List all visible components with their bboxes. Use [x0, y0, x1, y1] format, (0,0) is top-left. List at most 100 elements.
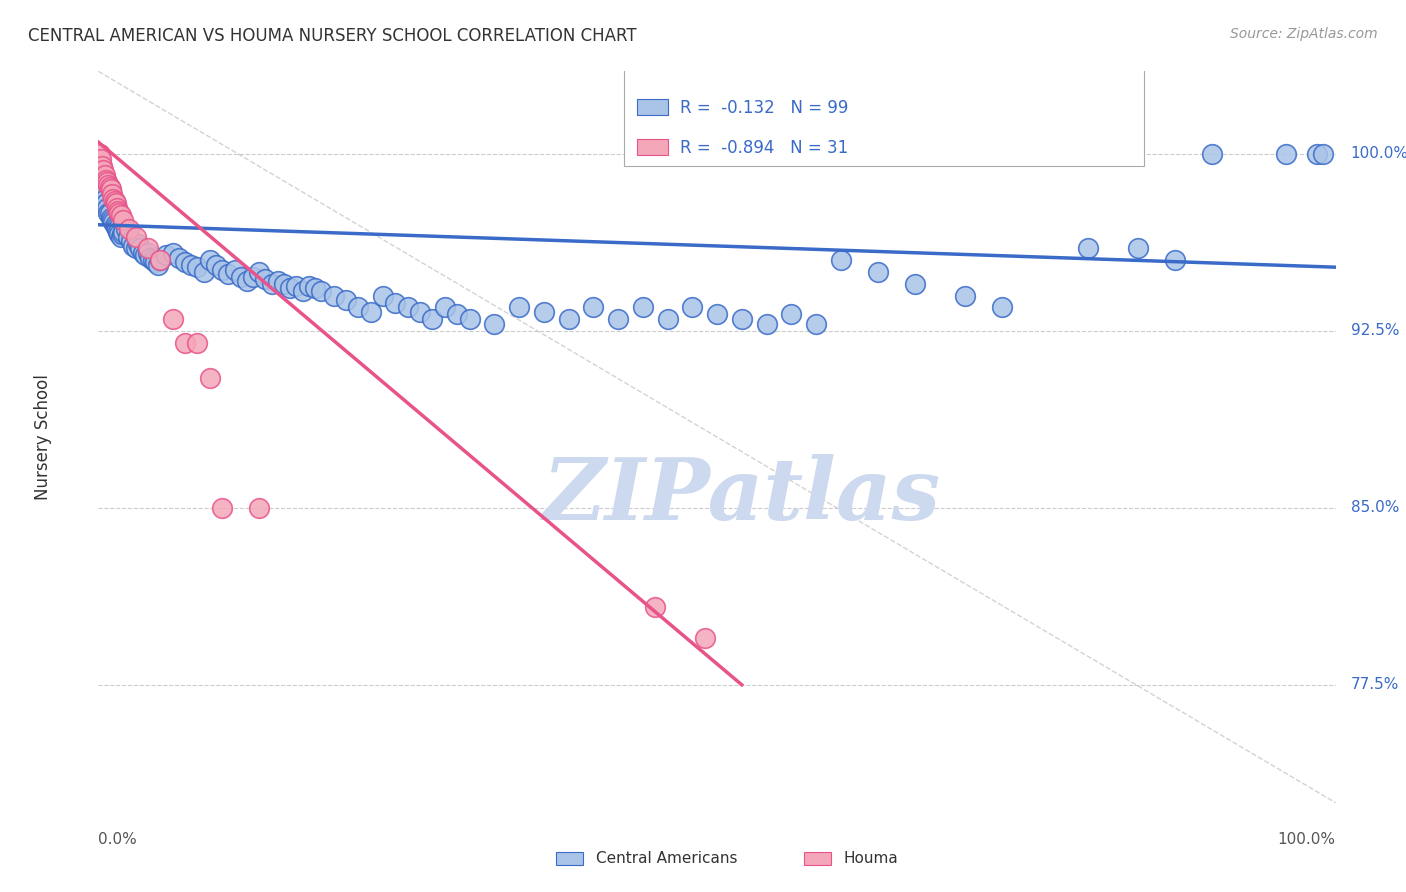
- Point: [136, 246, 159, 260]
- Point: [254, 272, 277, 286]
- Point: [127, 236, 149, 251]
- Point: [174, 255, 197, 269]
- Point: [98, 206, 121, 220]
- Point: [1164, 253, 1187, 268]
- Point: [97, 178, 120, 192]
- Point: [155, 248, 177, 262]
- Point: [96, 175, 118, 189]
- Point: [1306, 147, 1329, 161]
- Point: [180, 258, 202, 272]
- Point: [93, 192, 115, 206]
- Point: [322, 288, 344, 302]
- Point: [89, 147, 111, 161]
- Point: [607, 312, 630, 326]
- Point: [644, 599, 666, 614]
- Point: [149, 253, 172, 268]
- Point: [101, 213, 124, 227]
- Point: [124, 241, 146, 255]
- Point: [657, 312, 679, 326]
- Text: CENTRAL AMERICAN VS HOUMA NURSERY SCHOOL CORRELATION CHART: CENTRAL AMERICAN VS HOUMA NURSERY SCHOOL…: [28, 27, 637, 45]
- Text: 77.5%: 77.5%: [1351, 677, 1399, 692]
- Point: [94, 173, 117, 187]
- Point: [142, 253, 165, 268]
- Point: [409, 305, 432, 319]
- Point: [285, 279, 308, 293]
- Point: [217, 267, 239, 281]
- Text: Central Americans: Central Americans: [596, 851, 737, 866]
- Point: [211, 262, 233, 277]
- Text: Source: ZipAtlas.com: Source: ZipAtlas.com: [1230, 27, 1378, 41]
- Point: [953, 288, 976, 302]
- Point: [112, 213, 135, 227]
- Point: [105, 201, 128, 215]
- Point: [830, 253, 852, 268]
- Point: [94, 196, 117, 211]
- Point: [124, 229, 146, 244]
- Point: [866, 265, 889, 279]
- Point: [309, 284, 332, 298]
- Text: 100.0%: 100.0%: [1278, 832, 1336, 847]
- Point: [198, 253, 221, 268]
- Point: [143, 255, 166, 269]
- Point: [291, 284, 314, 298]
- Point: [91, 175, 114, 189]
- Point: [111, 227, 134, 242]
- Point: [193, 265, 215, 279]
- Point: [101, 187, 124, 202]
- Point: [247, 500, 270, 515]
- Bar: [557, 852, 583, 865]
- Point: [136, 241, 159, 255]
- Point: [110, 229, 132, 244]
- Point: [347, 301, 370, 315]
- FancyBboxPatch shape: [624, 64, 1144, 167]
- Text: 85.0%: 85.0%: [1351, 500, 1399, 516]
- Point: [433, 301, 456, 315]
- Point: [396, 301, 419, 315]
- Point: [107, 225, 129, 239]
- Point: [134, 248, 156, 262]
- Point: [174, 335, 197, 350]
- Point: [198, 371, 221, 385]
- Point: [98, 180, 121, 194]
- Point: [186, 260, 208, 275]
- Point: [112, 225, 135, 239]
- Point: [103, 194, 125, 208]
- Point: [631, 301, 654, 315]
- Point: [132, 246, 155, 260]
- Point: [1312, 147, 1334, 161]
- Point: [117, 229, 139, 244]
- Point: [242, 269, 264, 284]
- Point: [681, 301, 703, 315]
- Point: [508, 301, 530, 315]
- Point: [110, 208, 132, 222]
- Point: [780, 307, 803, 321]
- Point: [139, 251, 162, 265]
- Point: [91, 159, 114, 173]
- Point: [205, 258, 228, 272]
- Point: [97, 206, 120, 220]
- Point: [90, 182, 112, 196]
- Point: [107, 203, 129, 218]
- Point: [335, 293, 357, 308]
- Point: [384, 295, 406, 310]
- Point: [904, 277, 927, 291]
- Point: [167, 251, 190, 265]
- Point: [360, 305, 382, 319]
- Point: [108, 206, 131, 220]
- Point: [260, 277, 283, 291]
- Bar: [637, 139, 668, 155]
- Point: [211, 500, 233, 515]
- Text: 0.0%: 0.0%: [98, 832, 138, 847]
- Point: [990, 301, 1012, 315]
- Point: [89, 170, 111, 185]
- Point: [731, 312, 754, 326]
- Point: [146, 258, 169, 272]
- Point: [104, 196, 127, 211]
- Point: [422, 312, 444, 326]
- Point: [90, 152, 112, 166]
- Point: [103, 218, 125, 232]
- Text: Nursery School: Nursery School: [34, 374, 52, 500]
- Point: [484, 317, 506, 331]
- Point: [104, 220, 127, 235]
- Text: 92.5%: 92.5%: [1351, 324, 1399, 338]
